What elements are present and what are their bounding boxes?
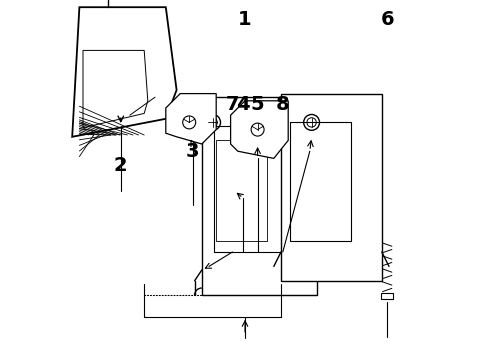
Bar	[290, 122, 351, 241]
Text: 3: 3	[186, 142, 199, 161]
Text: 1: 1	[238, 10, 252, 29]
PathPatch shape	[231, 101, 288, 158]
Bar	[381, 293, 393, 299]
Text: 4: 4	[236, 95, 250, 114]
Text: 5: 5	[251, 95, 265, 114]
PathPatch shape	[72, 7, 176, 137]
Bar	[216, 140, 267, 241]
Bar	[281, 94, 382, 281]
Text: 7: 7	[226, 95, 239, 114]
PathPatch shape	[166, 94, 216, 144]
Text: 8: 8	[276, 95, 290, 114]
Bar	[215, 126, 283, 252]
Text: 2: 2	[114, 156, 127, 175]
Bar	[202, 97, 317, 295]
Text: 6: 6	[380, 10, 394, 29]
